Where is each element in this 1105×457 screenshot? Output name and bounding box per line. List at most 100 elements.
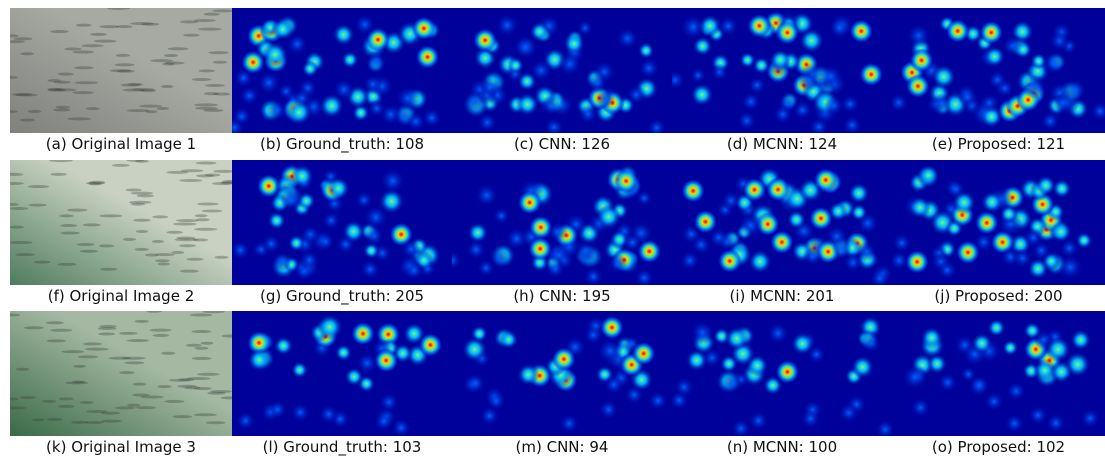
density-blob [466,239,487,260]
density-blob [969,375,989,395]
fish [197,202,219,205]
fish [99,325,117,328]
density-blob [363,205,388,230]
caption: (f) Original Image 2 [10,286,232,306]
fish [99,214,122,217]
figure: (a) Original Image 1(b) Ground_truth: 10… [0,0,1105,457]
density-blob [1080,408,1100,428]
fish [86,107,99,110]
density-blob [528,237,552,261]
density-blob [261,234,281,254]
density-blob [979,21,1003,45]
density-map [232,311,452,436]
fish [173,223,197,226]
density-blob [515,36,537,58]
density-blob [742,178,766,202]
density-blob [814,168,838,192]
density-blob [395,86,420,111]
fish [119,371,134,374]
fish [157,385,171,388]
density-blob [861,333,881,353]
density-blob [681,224,701,244]
density-blob [958,87,978,107]
density-blob [773,104,793,124]
fish [161,352,176,355]
density-blob [518,72,537,91]
fish [149,329,171,332]
fish [194,228,217,231]
density-blob [802,247,822,267]
density-blob [938,372,958,392]
fish [145,254,159,257]
density-blob [300,224,320,244]
fish [133,219,151,222]
caption: (b) Ground_truth: 108 [232,134,452,154]
density-blob [801,409,821,429]
density-blob [499,330,518,349]
density-blob [466,373,486,393]
density-blob [686,349,708,371]
density-blob [843,253,863,273]
density-blob [906,74,930,98]
density-map [232,8,452,133]
density-blob [749,411,769,431]
fish [64,48,81,51]
density-blob [545,259,565,279]
photo [10,311,232,436]
density-blob [793,100,813,120]
density-blob [547,222,567,242]
density-blob [236,411,256,431]
density-blob [984,46,1005,67]
density-blob [416,45,440,69]
fish [32,418,44,421]
fish [46,321,64,324]
density-blob [608,254,628,274]
density-blob [722,373,742,393]
fish [115,406,136,409]
fish [119,332,137,335]
density-blob [981,191,1003,213]
fish [136,406,156,409]
density-blob [290,402,310,422]
density-blob [718,249,742,273]
density-blob [239,86,259,106]
density-blob [770,230,794,254]
density-blob [365,50,388,73]
fish [10,207,28,210]
density-map [672,160,892,285]
fish [153,334,170,337]
density-blob [1004,413,1024,433]
fish [42,400,56,403]
fish [139,105,162,108]
density-blob [721,191,741,211]
density-blob [599,400,619,420]
density-blob [335,344,352,361]
density-blob [559,413,579,433]
fish [77,243,95,246]
fish [67,117,91,120]
density-blob [975,211,999,235]
density-blob [248,348,271,371]
fish [78,355,98,358]
fish [80,250,98,253]
density-blob [336,234,356,254]
fish [60,224,77,227]
density-blob [911,398,931,418]
density-map [672,311,892,436]
density-blob [351,322,375,346]
density-map [452,160,672,285]
density-blob [1049,30,1070,51]
density-map [892,311,1105,436]
density-blob [632,342,656,366]
fish [82,44,104,47]
density-blob [946,19,970,43]
density-blob [892,233,912,253]
density-blob [824,96,844,116]
fish [150,59,173,62]
density-blob [753,57,770,74]
density-blob [799,28,824,53]
density-blob [302,60,319,77]
density-blob [379,392,399,412]
fish [100,268,117,271]
fish [196,218,210,221]
